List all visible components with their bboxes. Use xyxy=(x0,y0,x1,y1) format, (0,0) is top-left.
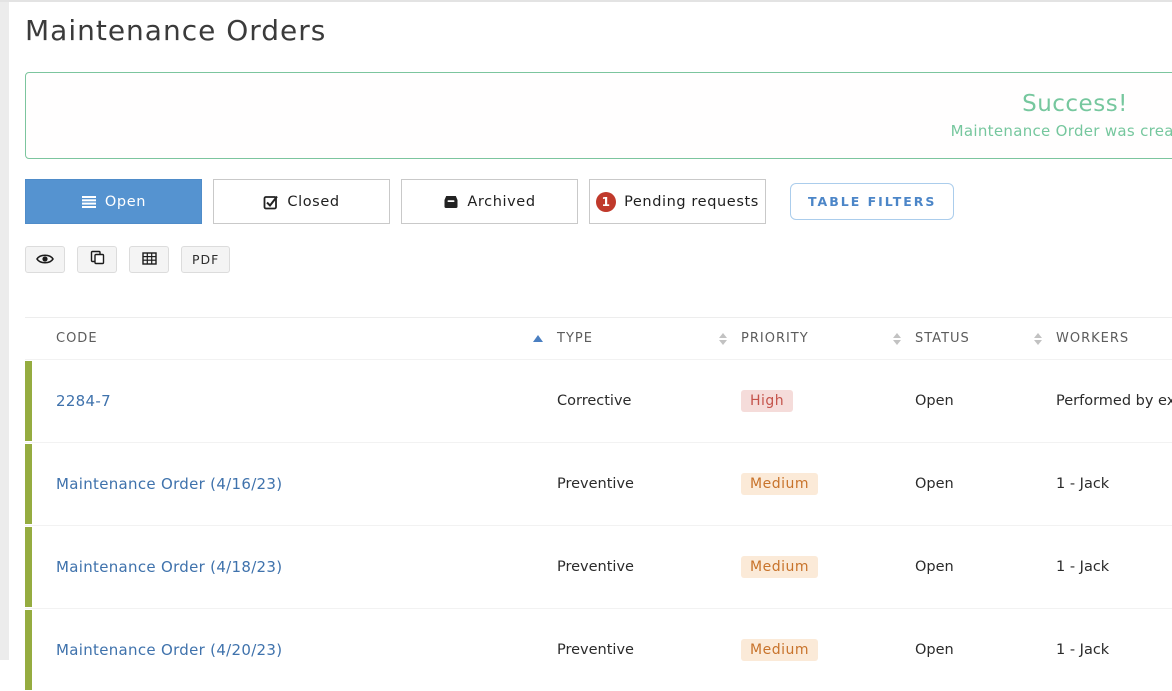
cell-status: Open xyxy=(915,559,954,575)
cell-workers: 1 - Jack xyxy=(1056,642,1110,658)
column-header-type[interactable]: TYPE xyxy=(557,331,741,346)
list-icon xyxy=(81,195,97,209)
tab-closed-label: Closed xyxy=(287,193,340,210)
pdf-export-button[interactable]: PDF xyxy=(181,246,231,273)
table-filters-button[interactable]: TABLE FILTERS xyxy=(790,183,955,220)
maintenance-orders-page: Maintenance Orders Success! Maintenance … xyxy=(9,2,1172,691)
table-icon xyxy=(141,250,157,269)
success-alert: Success! Maintenance Order was created xyxy=(25,72,1172,159)
visibility-button[interactable] xyxy=(25,246,65,273)
tab-open[interactable]: Open xyxy=(25,179,202,224)
sort-icon[interactable] xyxy=(893,332,901,345)
order-link[interactable]: Maintenance Order (4/18/23) xyxy=(56,558,283,576)
cell-priority: Medium xyxy=(741,473,915,495)
tab-pending-requests[interactable]: 1 Pending requests xyxy=(589,179,766,224)
order-link[interactable]: Maintenance Order (4/16/23) xyxy=(56,475,283,493)
column-header-priority[interactable]: PRIORITY xyxy=(741,331,915,346)
maintenance-orders-table: CODE TYPE PRIORITY STATUS WORKERS 2284-7 xyxy=(25,317,1172,691)
column-header-workers[interactable]: WORKERS xyxy=(1056,331,1172,346)
cell-priority: Medium xyxy=(741,556,915,578)
cell-code: Maintenance Order (4/20/23) xyxy=(25,641,557,659)
cell-code: Maintenance Order (4/16/23) xyxy=(25,475,557,493)
table-row[interactable]: 2284-7 Corrective High Open Performed by… xyxy=(25,359,1172,442)
cell-type: Preventive xyxy=(557,642,634,658)
row-status-bar xyxy=(25,444,32,524)
column-header-code[interactable]: CODE xyxy=(25,331,557,346)
checkbox-checked-icon xyxy=(263,194,279,210)
table-row[interactable]: Maintenance Order (4/18/23) Preventive M… xyxy=(25,525,1172,608)
tab-open-label: Open xyxy=(104,193,147,210)
copy-button[interactable] xyxy=(77,246,117,273)
column-label: WORKERS xyxy=(1056,331,1130,346)
priority-badge: Medium xyxy=(741,473,818,495)
window-top-divider xyxy=(0,0,1172,2)
column-label: STATUS xyxy=(915,331,970,346)
column-label: PRIORITY xyxy=(741,331,809,346)
cell-code: 2284-7 xyxy=(25,392,557,410)
copy-icon xyxy=(90,250,105,269)
pending-count-badge: 1 xyxy=(596,191,617,212)
page-title: Maintenance Orders xyxy=(25,14,327,47)
priority-badge: Medium xyxy=(741,556,818,578)
tab-closed[interactable]: Closed xyxy=(213,179,390,224)
alert-title: Success! xyxy=(1022,91,1128,117)
sort-icon[interactable] xyxy=(719,332,727,345)
order-link[interactable]: Maintenance Order (4/20/23) xyxy=(56,641,283,659)
tab-archived-label: Archived xyxy=(467,193,536,210)
order-link[interactable]: 2284-7 xyxy=(56,392,111,410)
cell-workers: 1 - Jack xyxy=(1056,476,1110,492)
alert-message: Maintenance Order was created xyxy=(950,122,1172,140)
priority-badge: Medium xyxy=(741,639,818,661)
eye-icon xyxy=(36,250,54,269)
row-status-bar xyxy=(25,361,32,441)
cell-priority: High xyxy=(741,390,915,412)
priority-badge: High xyxy=(741,390,794,412)
cell-workers: Performed by ext xyxy=(1056,393,1172,409)
sort-icon[interactable] xyxy=(1034,332,1042,345)
page-left-gutter xyxy=(0,2,9,660)
table-row[interactable]: Maintenance Order (4/20/23) Preventive M… xyxy=(25,608,1172,691)
table-header-row: CODE TYPE PRIORITY STATUS WORKERS xyxy=(25,317,1172,359)
table-view-button[interactable] xyxy=(129,246,169,273)
cell-workers: 1 - Jack xyxy=(1056,559,1110,575)
order-state-tabs: Open Closed Archived 1 Pending requests … xyxy=(25,179,1172,224)
column-label: CODE xyxy=(56,331,98,346)
cell-priority: Medium xyxy=(741,639,915,661)
column-header-status[interactable]: STATUS xyxy=(915,331,1056,346)
sort-ascending-icon[interactable] xyxy=(533,335,543,342)
cell-code: Maintenance Order (4/18/23) xyxy=(25,558,557,576)
tab-archived[interactable]: Archived xyxy=(401,179,578,224)
table-row[interactable]: Maintenance Order (4/16/23) Preventive M… xyxy=(25,442,1172,525)
column-label: TYPE xyxy=(557,331,593,346)
archive-icon xyxy=(443,194,459,209)
cell-status: Open xyxy=(915,476,954,492)
cell-status: Open xyxy=(915,393,954,409)
cell-status: Open xyxy=(915,642,954,658)
export-toolbar: PDF xyxy=(25,246,1172,273)
tab-pending-label: Pending requests xyxy=(624,193,759,210)
cell-type: Preventive xyxy=(557,559,634,575)
cell-type: Preventive xyxy=(557,476,634,492)
row-status-bar xyxy=(25,527,32,607)
cell-type: Corrective xyxy=(557,393,632,409)
row-status-bar xyxy=(25,610,32,690)
